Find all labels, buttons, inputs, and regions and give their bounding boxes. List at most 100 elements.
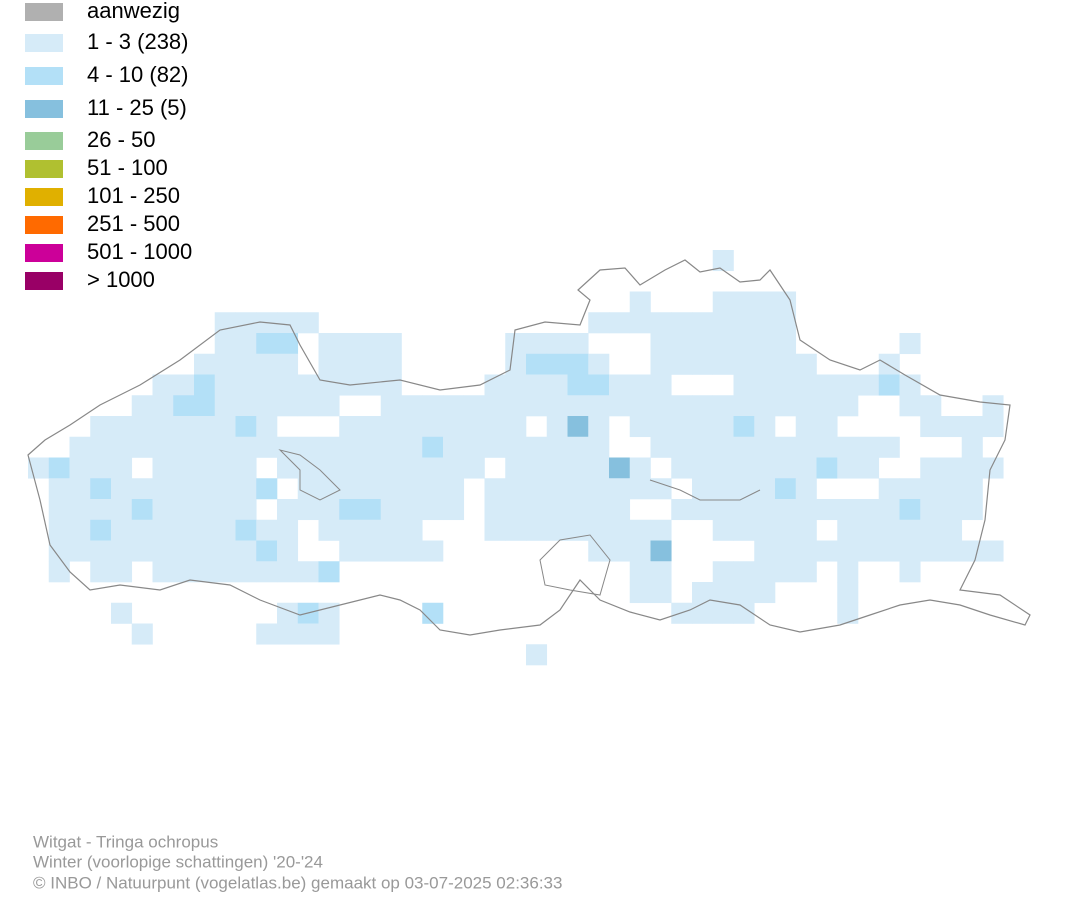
grid-square	[214, 374, 236, 396]
grid-square	[256, 540, 278, 562]
grid-square	[961, 478, 983, 500]
grid-square	[982, 395, 1004, 417]
grid-square	[380, 416, 402, 438]
grid-square	[214, 395, 236, 417]
grid-square	[401, 478, 423, 500]
grid-square	[401, 416, 423, 438]
grid-square	[505, 478, 527, 500]
grid-square	[463, 395, 485, 417]
grid-square	[920, 395, 942, 417]
grid-square	[754, 395, 776, 417]
grid-square	[463, 416, 485, 438]
grid-square	[629, 561, 651, 583]
grid-square	[899, 395, 921, 417]
grid-square	[235, 333, 257, 355]
grid-square	[152, 416, 174, 438]
grid-square	[152, 499, 174, 521]
grid-square	[235, 519, 257, 541]
grid-square	[733, 519, 755, 541]
grid-square	[297, 395, 319, 417]
grid-square	[235, 540, 257, 562]
grid-square	[878, 499, 900, 521]
grid-square	[194, 395, 216, 417]
grid-square	[318, 561, 340, 583]
grid-square	[214, 312, 236, 334]
grid-square	[546, 353, 568, 375]
grid-square	[692, 582, 714, 604]
grid-square	[505, 436, 527, 458]
grid-square	[692, 395, 714, 417]
grid-square	[795, 353, 817, 375]
grid-square	[277, 374, 299, 396]
grid-squares	[28, 250, 1004, 666]
legend: aanwezig 1 - 3 (238) 4 - 10 (82) 11 - 25 (5…	[25, 0, 192, 292]
grid-square	[588, 436, 610, 458]
grid-square	[173, 457, 195, 479]
grid-square	[48, 561, 70, 583]
grid-square	[297, 561, 319, 583]
grid-square	[484, 478, 506, 500]
grid-square	[733, 416, 755, 438]
grid-square	[692, 416, 714, 438]
grid-square	[256, 519, 278, 541]
grid-square	[235, 353, 257, 375]
grid-square	[256, 478, 278, 500]
legend-label: 1 - 3 (238)	[87, 29, 189, 54]
legend-swatch	[25, 67, 63, 85]
grid-square	[920, 540, 942, 562]
grid-square	[961, 436, 983, 458]
grid-square	[858, 374, 880, 396]
grid-square	[712, 478, 734, 500]
grid-square	[380, 333, 402, 355]
grid-square	[546, 436, 568, 458]
grid-square	[131, 499, 153, 521]
grid-square	[360, 436, 382, 458]
grid-square	[837, 582, 859, 604]
grid-square	[754, 416, 776, 438]
grid-square	[733, 478, 755, 500]
grid-square	[360, 478, 382, 500]
legend-label: aanwezig	[87, 0, 180, 23]
grid-square	[235, 457, 257, 479]
grid-square	[712, 457, 734, 479]
grid-square	[214, 478, 236, 500]
grid-square	[111, 602, 133, 624]
grid-square	[505, 374, 527, 396]
grid-square	[256, 561, 278, 583]
grid-square	[567, 395, 589, 417]
grid-square	[546, 457, 568, 479]
grid-square	[775, 395, 797, 417]
grid-square	[505, 519, 527, 541]
grid-square	[401, 499, 423, 521]
grid-square	[173, 540, 195, 562]
grid-square	[754, 353, 776, 375]
grid-square	[505, 353, 527, 375]
grid-square	[90, 499, 112, 521]
grid-square	[671, 353, 693, 375]
grid-square	[733, 353, 755, 375]
legend-label: > 1000	[87, 267, 155, 292]
grid-square	[609, 374, 631, 396]
grid-square	[588, 457, 610, 479]
legend-label: 26 - 50	[87, 127, 156, 152]
grid-square	[463, 436, 485, 458]
grid-square	[837, 602, 859, 624]
grid-square	[360, 499, 382, 521]
grid-square	[733, 374, 755, 396]
grid-square	[90, 478, 112, 500]
grid-square	[297, 499, 319, 521]
grid-square	[48, 519, 70, 541]
grid-square	[629, 416, 651, 438]
grid-square	[941, 416, 963, 438]
grid-square	[214, 333, 236, 355]
grid-square	[111, 519, 133, 541]
grid-square	[131, 519, 153, 541]
grid-square	[671, 499, 693, 521]
grid-square	[837, 436, 859, 458]
grid-square	[194, 416, 216, 438]
grid-square	[775, 457, 797, 479]
grid-square	[443, 436, 465, 458]
grid-square	[567, 436, 589, 458]
grid-square	[650, 436, 672, 458]
grid-square	[588, 540, 610, 562]
